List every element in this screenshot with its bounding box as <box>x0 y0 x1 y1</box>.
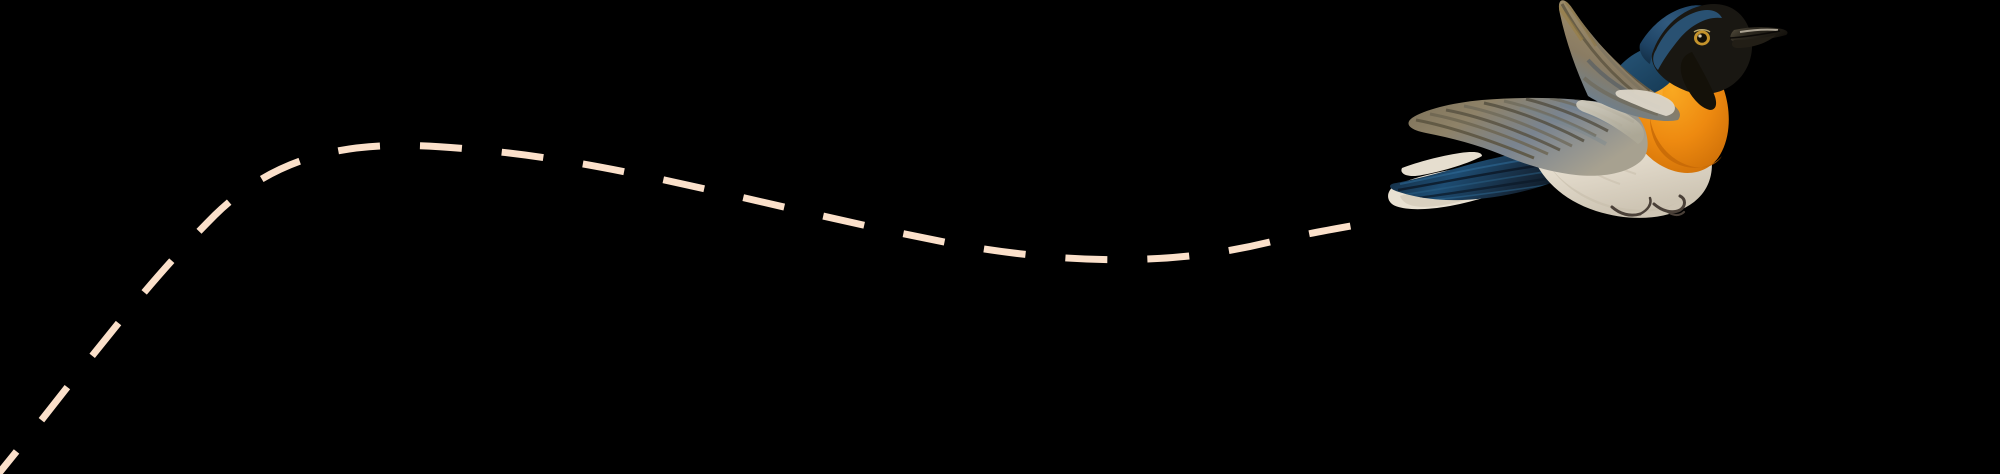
crown <box>1639 5 1712 64</box>
feet <box>1610 194 1686 217</box>
eye <box>1693 29 1711 46</box>
tail-upper-tip <box>1401 152 1482 177</box>
beak-gape-line <box>1729 30 1781 39</box>
scapular-coverts <box>1615 89 1675 116</box>
breast-deep-shade <box>1650 118 1722 168</box>
lower-wing-coverts <box>1576 100 1644 144</box>
upper-wing-shape <box>1558 0 1680 122</box>
beak-highlight <box>1739 28 1779 33</box>
lower-wing <box>1408 97 1648 176</box>
beak-lower <box>1731 35 1776 48</box>
beak <box>1729 26 1788 48</box>
bird-illustration <box>1388 0 1788 218</box>
face-mask <box>1680 52 1717 110</box>
crown-sheen <box>1653 10 1722 70</box>
flight-path <box>0 141 1363 474</box>
head <box>1639 4 1788 110</box>
